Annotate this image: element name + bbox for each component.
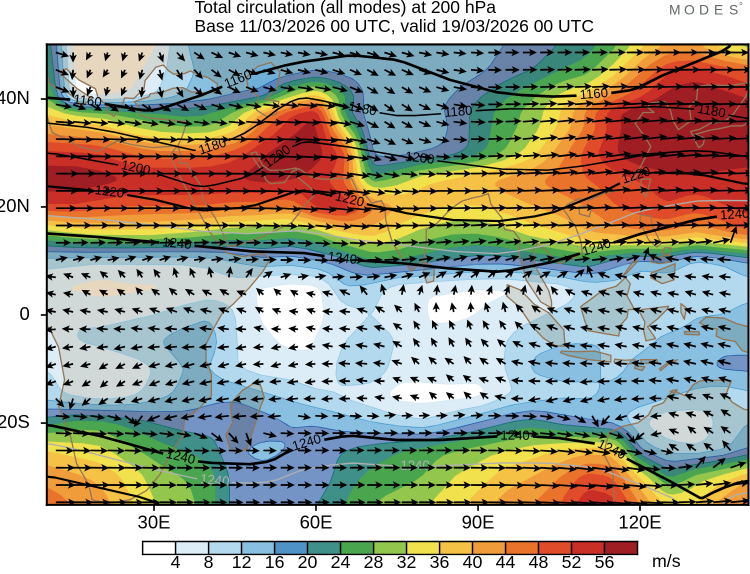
svg-text:56: 56: [595, 552, 615, 572]
svg-text:1240: 1240: [719, 206, 749, 223]
svg-text:52: 52: [562, 552, 582, 572]
svg-text:30E: 30E: [138, 512, 171, 533]
svg-text:1160: 1160: [73, 91, 103, 109]
svg-text:120E: 120E: [618, 512, 661, 533]
svg-text:28: 28: [364, 552, 384, 572]
svg-text:90E: 90E: [462, 512, 495, 533]
svg-text:36: 36: [430, 552, 450, 572]
svg-text:40N: 40N: [0, 87, 30, 108]
svg-text:40: 40: [463, 552, 483, 572]
svg-text:48: 48: [529, 552, 549, 572]
svg-text:1240: 1240: [327, 248, 358, 267]
svg-text:16: 16: [265, 552, 285, 572]
svg-text:8: 8: [204, 552, 214, 572]
svg-text:20N: 20N: [0, 195, 30, 216]
svg-text:°: °: [739, 2, 743, 13]
svg-text:M: M: [669, 2, 681, 18]
svg-text:Total circulation (all modes): Total circulation (all modes) at 200 hPa: [194, 0, 496, 17]
svg-text:Base 11/03/2026 00 UTC, valid: Base 11/03/2026 00 UTC, valid 19/03/2026…: [194, 16, 594, 36]
svg-text:24: 24: [331, 552, 351, 572]
svg-text:1240: 1240: [400, 458, 429, 473]
svg-text:44: 44: [496, 552, 516, 572]
svg-text:60E: 60E: [300, 512, 333, 533]
svg-text:O: O: [684, 2, 695, 18]
svg-text:D: D: [699, 2, 709, 18]
svg-text:1220: 1220: [334, 188, 366, 209]
svg-text:E: E: [714, 2, 723, 18]
svg-text:4: 4: [171, 552, 181, 572]
svg-text:20S: 20S: [0, 411, 30, 432]
svg-text:0: 0: [20, 303, 30, 324]
svg-text:1180: 1180: [347, 98, 378, 118]
svg-text:12: 12: [232, 552, 252, 572]
svg-text:S: S: [729, 2, 738, 18]
svg-text:20: 20: [298, 552, 318, 572]
svg-text:32: 32: [397, 552, 417, 572]
svg-text:1200: 1200: [404, 148, 435, 167]
svg-text:m/s: m/s: [652, 551, 681, 571]
svg-text:1180: 1180: [696, 101, 727, 121]
